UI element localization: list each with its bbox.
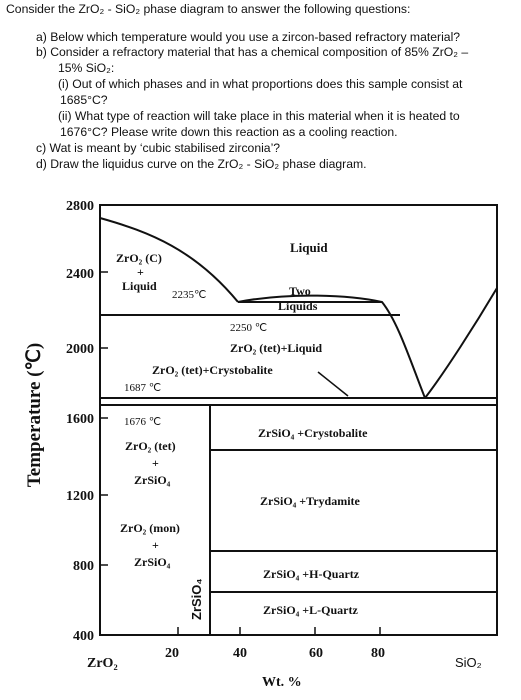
x-tick-label: 40 [233,646,247,661]
x-tick-label: 80 [371,646,385,661]
region-zro2c-liquid: ZrO₂ (C) [116,251,162,265]
region-zrsio4-crystobalite: ZrSiO₄ +Crystobalite [258,426,368,440]
x-tick-label: 20 [165,646,179,661]
invariant-label: 2235℃ [172,289,206,301]
isotherm-label: 1676 ℃ [124,416,161,428]
liquidus-cristobalite [424,287,498,399]
label-arrow [317,371,349,397]
question-intro: Consider the ZrO₂ - SiO₂ phase diagram t… [6,2,411,16]
region-zro2tet-liquid: ZrO₂ (tet)+Liquid [230,341,322,355]
isotherm-label: 1687 ℃ [124,382,161,394]
question-d: d) Draw the liquidus curve on the ZrO₂ -… [36,157,367,171]
question-c: c) Wat is meant by ‘cubic stabilised zir… [36,141,281,155]
question-b-ii-line1: (ii) What type of reaction will take pla… [58,109,460,123]
region-zro2tet-zrsio4: + [152,456,159,470]
region-two-liquids: Two [289,284,311,298]
region-zro2mon-zrsio4: + [152,538,159,552]
question-b-i-line2: 1685°C? [60,93,108,107]
y-axis-label: Temperature (℃) [24,343,45,487]
y-tick-label: 1200 [66,489,94,504]
left-component-label: ZrO₂ [87,656,118,671]
region-zrsio4-lquartz: ZrSiO₄ +L-Quartz [263,603,358,617]
question-a: a) Below which temperature would you use… [36,30,461,44]
plot-frame [99,204,498,636]
y-tick-label: 400 [73,629,94,644]
x-tick-label: 60 [309,646,323,661]
region-two-liquids: Liquids [278,299,318,313]
region-zro2tet-crystobalite: ZrO₂ (tet)+Crystobalite [152,363,273,377]
y-tick-label: 800 [73,559,94,574]
compound-label: ZrSiO₄ [189,578,204,620]
region-zro2c-liquid: Liquid [122,279,157,293]
region-zro2c-liquid: + [137,265,144,279]
question-b-line2: 15% SiO₂: [58,61,115,75]
right-component-label: SiO₂ [455,655,482,670]
question-b-line1: b) Consider a refractory material that h… [36,45,469,59]
region-zro2mon-zrsio4: ZrSiO₄ [134,555,171,569]
liquidus-left [99,217,239,303]
region-zrsio4-hquartz: ZrSiO₄ +H-Quartz [263,567,360,581]
region-zro2tet-zrsio4: ZrO₂ (tet) [125,439,176,453]
region-liquid: Liquid [290,240,328,255]
question-b-ii-line2: 1676°C? Please write down this reaction … [60,125,398,139]
y-tick-label: 2000 [66,342,94,357]
isotherm-label: 2250 ℃ [230,322,267,334]
region-zrsio4-trydamite: ZrSiO₄ +Trydamite [260,494,361,508]
region-zro2mon-zrsio4: ZrO₂ (mon) [120,521,180,535]
y-tick-label: 2800 [66,199,94,214]
y-tick-label: 1600 [66,412,94,427]
region-zro2tet-zrsio4: ZrSiO₄ [134,473,171,487]
x-axis-label: Wt. % [262,675,302,690]
y-tick-label: 2400 [66,267,94,282]
question-b-i-line1: (i) Out of which phases and in what prop… [58,77,463,91]
